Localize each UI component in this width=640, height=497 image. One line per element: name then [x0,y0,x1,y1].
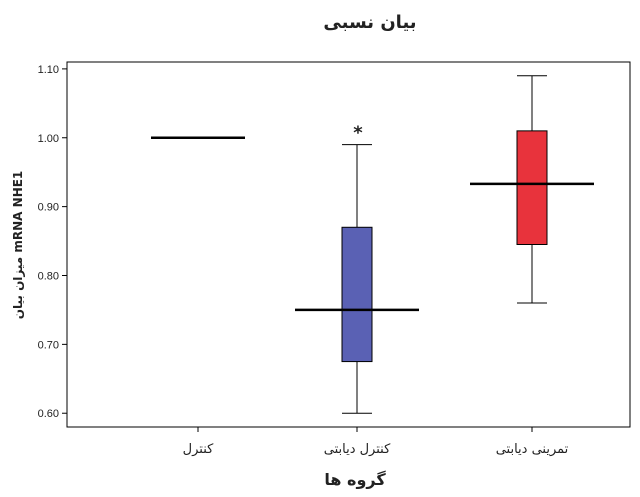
box-iqr [516,130,548,245]
x-category-label: کنترل دیابتی [324,442,391,457]
boxes: * [151,75,594,414]
chart-title: بیان نسبی [323,12,416,33]
x-axis-label: گروه ها [324,470,386,489]
significance-asterisk: * [353,123,363,144]
y-axis-label: میزان بیان mRNA NHE1 [11,171,25,320]
y-tick-label: 0.90 [38,202,59,214]
x-category-label: کنترل [183,442,214,457]
x-axis-categories: کنترل کنترل دیابتی تمرینی دیابتی [183,427,569,457]
y-tick-label: 1.10 [38,64,59,76]
y-tick-label: 0.80 [38,270,59,282]
plot-frame [66,61,631,428]
y-tick-label: 0.60 [38,408,59,420]
y-tick-label: 0.70 [38,339,59,351]
y-tick-label: 1.00 [38,133,59,145]
box-iqr [341,226,373,363]
x-category-label: تمرینی دیابتی [496,442,569,457]
y-axis-ticks: 1.10 1.00 0.90 0.80 0.70 0.60 [38,64,67,420]
